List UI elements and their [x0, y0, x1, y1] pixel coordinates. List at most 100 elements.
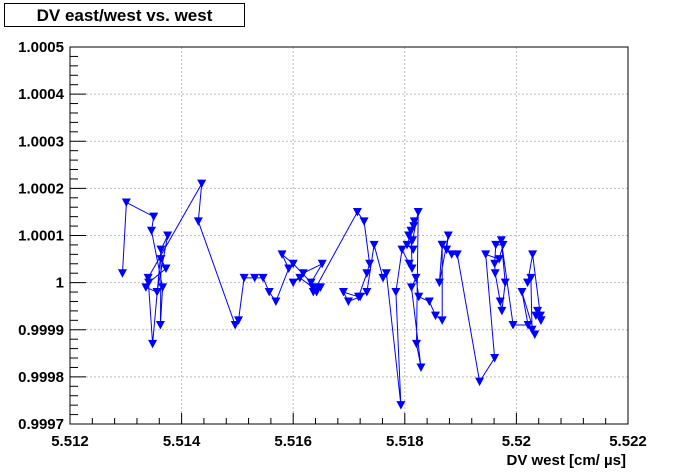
data-point: [234, 316, 244, 325]
data-point: [496, 236, 506, 245]
data-point: [144, 278, 154, 288]
chart-title: DV east/west vs. west: [36, 6, 213, 25]
data-point: [143, 273, 153, 283]
y-tick-label: 1: [56, 275, 64, 292]
x-tick-label: 5.518: [386, 433, 424, 450]
data-point: [378, 273, 388, 283]
data-point: [413, 207, 423, 217]
data-point: [365, 259, 375, 269]
y-tick-labels: 0.9997 0.9998 0.9999 1 1.0001 1.0002 1.0003 1.0…: [18, 39, 65, 433]
data-point: [121, 198, 131, 208]
data-point: [494, 255, 504, 264]
data-point: [163, 231, 173, 240]
x-tick-label: 5.522: [609, 433, 647, 450]
data-point: [409, 217, 419, 226]
data-point: [156, 255, 166, 264]
data-point: [397, 245, 407, 255]
data-point: [239, 273, 249, 283]
data-point: [197, 179, 207, 189]
data-point: [481, 250, 491, 259]
data-point: [430, 311, 440, 321]
y-tick-label: 0.9997: [18, 416, 64, 433]
data-point: [117, 269, 127, 278]
y-tick-label: 1.0003: [18, 133, 64, 150]
data-point: [359, 217, 369, 226]
x-tick-label: 5.512: [51, 433, 89, 450]
data-point: [313, 283, 323, 292]
y-tick-label: 1.0001: [18, 228, 64, 245]
data-point: [533, 306, 543, 316]
data-point: [264, 288, 274, 297]
data-point: [141, 283, 151, 292]
data-point: [288, 278, 298, 288]
y-tick-label: 1.0005: [18, 39, 64, 56]
data-point: [523, 278, 533, 288]
x-tick-labels: 5.512 5.514 5.516 5.518 5.52 5.522: [51, 433, 647, 450]
data-point: [500, 278, 510, 288]
data-point: [146, 226, 156, 236]
data-point: [497, 306, 507, 316]
axis-ticks: [69, 46, 629, 425]
data-point: [412, 339, 422, 349]
data-point: [416, 363, 426, 372]
data-point: [343, 297, 353, 306]
data-point: [443, 231, 453, 240]
data-point: [369, 240, 379, 250]
data-point: [527, 325, 537, 335]
data-point: [404, 231, 414, 240]
y-tick-label: 0.9999: [18, 322, 64, 339]
grid-lines: [70, 47, 628, 424]
x-tick-label: 5.52: [502, 433, 531, 450]
data-point: [406, 283, 416, 292]
data-point: [295, 273, 305, 283]
data-point: [490, 269, 500, 278]
data-point: [437, 240, 447, 250]
data-point: [407, 264, 417, 273]
data-point: [362, 288, 372, 297]
data-point: [508, 321, 518, 330]
data-point: [362, 269, 372, 278]
data-point: [152, 288, 162, 297]
data-point: [490, 259, 500, 269]
data-point: [258, 273, 268, 283]
data-point: [193, 217, 203, 226]
data-point: [306, 278, 316, 288]
plot-frame: [69, 46, 629, 425]
chart-title-box: DV east/west vs. west: [4, 3, 245, 27]
y-tick-label: 1.0002: [18, 180, 64, 197]
data-point: [148, 339, 158, 349]
data-point: [404, 259, 414, 269]
data-point: [411, 273, 421, 283]
data-point: [517, 288, 527, 297]
data-point: [531, 311, 541, 321]
x-axis-label: DV west [cm/ µs]: [506, 452, 626, 469]
data-point: [158, 283, 168, 292]
data-point: [396, 401, 406, 410]
data-point: [491, 240, 501, 250]
data-point: [452, 250, 462, 259]
data-point: [408, 236, 418, 245]
data-point: [391, 288, 401, 297]
data-point: [338, 288, 348, 297]
data-point: [155, 321, 165, 330]
data-point: [528, 250, 538, 259]
y-tick-label: 1.0004: [18, 86, 65, 103]
x-tick-label: 5.516: [274, 433, 312, 450]
data-point: [317, 259, 327, 269]
data-point: [409, 222, 419, 231]
data-point: [352, 207, 362, 217]
data-point: [526, 273, 536, 283]
data-point: [442, 245, 452, 255]
data-point: [298, 269, 308, 278]
data-point: [156, 245, 166, 255]
data-point: [523, 321, 533, 330]
data-point: [408, 245, 418, 255]
data-point: [536, 316, 546, 325]
data-point: [475, 377, 485, 387]
data-point: [271, 297, 281, 306]
data-point: [250, 273, 260, 283]
data-point: [308, 288, 318, 297]
data-point: [495, 297, 505, 306]
data-point: [424, 297, 434, 306]
